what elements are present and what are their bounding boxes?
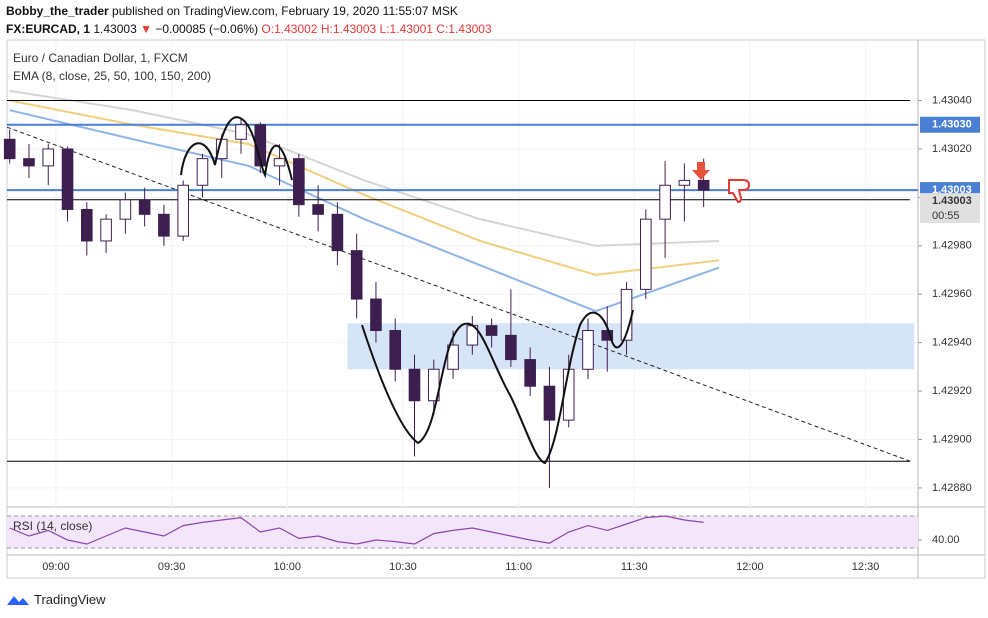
close: C:1.43003 [436,22,492,36]
open: O:1.43002 [261,22,318,36]
logo [7,595,29,605]
ema-line [9,89,720,247]
candle-body [582,330,594,370]
ema-line [9,109,720,313]
candle-body [100,218,112,242]
published: published on TradingView.com, February 1… [112,4,458,18]
arrow: ▼ [140,22,152,36]
candle-body [485,325,498,336]
footer-text: TradingView [34,592,106,607]
x-tick-label: 11:30 [621,561,648,573]
chart-subtitle: EMA (8, close, 25, 50, 100, 150, 200) [13,69,211,83]
change: −0.00085 (−0.06%) [155,22,259,36]
chart: 09:00 09:30 10:00 10:30 11:00 11:30 12:00 12:30… [3,39,986,579]
rsi-band [7,516,918,548]
x-tick-label: 09:30 [158,561,186,573]
rsi-title: RSI (14, close) [13,519,92,533]
candle-body [370,298,382,332]
x-tick-label: 10:00 [274,561,302,573]
candle-body [312,204,324,215]
header-line: Bobby_the_trader published on TradingVie… [6,4,458,18]
candle-body [177,184,189,237]
frame [6,39,986,579]
symbol: FX:EURCAD, 1 [6,22,91,36]
arrow-marker [692,162,710,180]
y-tick-label: 1.42980 [932,240,972,252]
drawing [180,116,634,465]
candle-body [331,213,344,252]
candle-body [601,330,614,341]
author: Bobby_the_trader [6,4,109,18]
y-tick-label: 1.42960 [932,288,972,300]
x-tick-label: 10:30 [389,561,417,573]
candle-body [389,330,402,370]
y-tick-label: 40.00 [932,534,960,546]
x-tick-label: 12:00 [736,561,764,573]
candle-body [81,208,93,242]
y-tick-label: 1.43040 [932,94,972,106]
last-price-label: 1.43003 [932,195,972,207]
y-tick-label: 1.42940 [932,337,972,349]
last-price-bg [920,193,980,224]
candle-body [119,199,132,220]
head-shoulders [180,116,293,181]
candle-body [408,368,421,402]
candle-body [158,213,170,237]
candle-body [3,138,16,160]
x-tick-label: 09:00 [42,561,70,573]
level-label: 1.43003 [932,184,972,196]
footer: TradingView [6,592,106,607]
countdown: 00:55 [932,210,960,222]
candle-body [196,158,209,186]
double-bottom [361,309,634,465]
low: L:1.43001 [379,22,433,36]
last: 1.43003 [93,22,137,36]
candle-body [273,158,286,167]
rsi-line [9,515,704,545]
candle-body [524,359,536,387]
thumbs-down [728,179,751,204]
candle-body [640,218,652,290]
candle-body [447,344,459,370]
ema-line [9,99,720,276]
candle-body [293,158,305,206]
candle-body [42,148,55,167]
symbol-line: FX:EURCAD, 1 1.43003 ▼ −0.00085 (−0.06%)… [6,22,492,36]
candle-body [678,179,691,186]
y-tick-label: 1.42880 [932,482,972,494]
candle-body [23,158,35,167]
high: H:1.43003 [320,22,377,36]
candle-body [659,184,671,220]
candle-body [505,334,517,361]
candle-body [697,179,710,191]
y-tick-label: 1.42900 [932,433,972,445]
level-label: 1.43030 [932,119,972,131]
chart-title: Euro / Canadian Dollar, 1, FXCM [13,51,188,65]
candle-body [543,385,556,421]
candle-body [562,368,575,421]
candle-body [350,250,363,300]
x-tick-label: 12:30 [852,561,880,573]
x-tick-label: 11:00 [505,561,532,573]
y-tick-label: 1.43020 [932,143,972,155]
candle-body [235,124,247,140]
y-tick-label: 1.42920 [932,385,972,397]
candle-body [138,199,151,215]
candle-body [61,148,74,210]
level-label-bg [920,116,980,133]
